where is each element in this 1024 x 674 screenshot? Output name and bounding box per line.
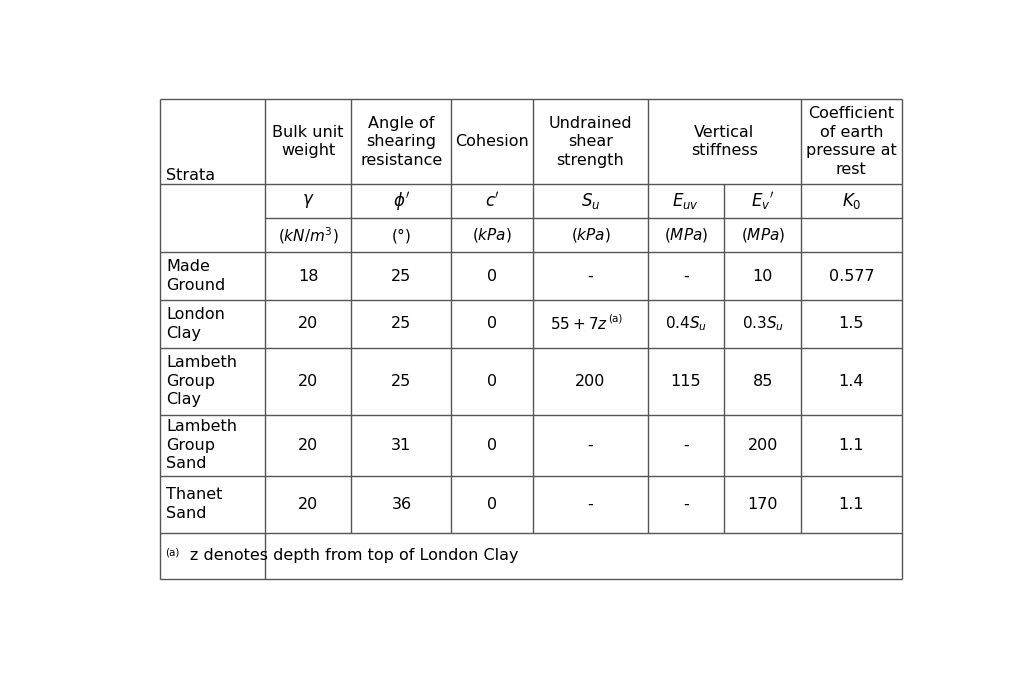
- Text: -: -: [683, 497, 689, 512]
- Text: 10: 10: [753, 268, 773, 284]
- Text: 31: 31: [391, 437, 412, 453]
- Text: 200: 200: [748, 437, 778, 453]
- Text: 0: 0: [487, 373, 498, 389]
- Text: -: -: [588, 437, 593, 453]
- Text: $E_{uv}$: $E_{uv}$: [673, 191, 699, 211]
- Text: 25: 25: [391, 316, 412, 331]
- Text: 0: 0: [487, 497, 498, 512]
- Text: $(MPa)$: $(MPa)$: [664, 226, 708, 244]
- Text: 25: 25: [391, 268, 412, 284]
- Text: Vertical
stiffness: Vertical stiffness: [691, 125, 758, 158]
- Text: Lambeth
Group
Clay: Lambeth Group Clay: [166, 355, 238, 407]
- Text: 0: 0: [487, 268, 498, 284]
- Text: Angle of
shearing
resistance: Angle of shearing resistance: [360, 115, 442, 168]
- Text: (a): (a): [165, 548, 179, 558]
- Text: 18: 18: [298, 268, 318, 284]
- Text: Cohesion: Cohesion: [456, 134, 529, 149]
- Text: 1.1: 1.1: [839, 497, 864, 512]
- Text: $(kPa)$: $(kPa)$: [472, 226, 512, 244]
- Text: 170: 170: [748, 497, 778, 512]
- Text: Coefficient
of earth
pressure at
rest: Coefficient of earth pressure at rest: [806, 106, 897, 177]
- Text: 20: 20: [298, 316, 318, 331]
- Text: Strata: Strata: [166, 168, 215, 183]
- Text: z denotes depth from top of London Clay: z denotes depth from top of London Clay: [189, 549, 518, 563]
- Text: 0.577: 0.577: [828, 268, 874, 284]
- Text: -: -: [588, 268, 593, 284]
- Text: $55+7z$: $55+7z$: [550, 315, 607, 332]
- Text: $0.3S_u$: $0.3S_u$: [741, 314, 783, 333]
- Text: 1.1: 1.1: [839, 437, 864, 453]
- Text: $(kPa)$: $(kPa)$: [570, 226, 610, 244]
- Text: $E_v{'}$: $E_v{'}$: [751, 190, 774, 212]
- Text: Thanet
Sand: Thanet Sand: [166, 487, 222, 521]
- Text: 20: 20: [298, 373, 318, 389]
- Text: 0: 0: [487, 437, 498, 453]
- Text: Undrained
shear
strength: Undrained shear strength: [549, 115, 632, 168]
- Text: Bulk unit
weight: Bulk unit weight: [272, 125, 344, 158]
- Text: Made
Ground: Made Ground: [166, 259, 225, 293]
- Text: London
Clay: London Clay: [166, 307, 225, 340]
- Text: 1.4: 1.4: [839, 373, 864, 389]
- Text: 115: 115: [671, 373, 701, 389]
- Text: 25: 25: [391, 373, 412, 389]
- Text: $\phi'$: $\phi'$: [393, 189, 411, 213]
- Text: $(kN/m^3)$: $(kN/m^3)$: [278, 225, 339, 245]
- Text: 20: 20: [298, 497, 318, 512]
- Text: $c'$: $c'$: [485, 191, 500, 211]
- Text: $(MPa)$: $(MPa)$: [740, 226, 784, 244]
- Text: 1.5: 1.5: [839, 316, 864, 331]
- Text: 0: 0: [487, 316, 498, 331]
- Text: -: -: [683, 268, 689, 284]
- Text: -: -: [588, 497, 593, 512]
- Text: (a): (a): [608, 313, 623, 324]
- Text: 36: 36: [391, 497, 412, 512]
- Text: $(°)$: $(°)$: [391, 226, 412, 245]
- Text: $0.4S_u$: $0.4S_u$: [665, 314, 707, 333]
- Text: 20: 20: [298, 437, 318, 453]
- Text: $K_0$: $K_0$: [842, 191, 861, 211]
- Text: -: -: [683, 437, 689, 453]
- Text: Lambeth
Group
Sand: Lambeth Group Sand: [166, 419, 238, 471]
- Text: 85: 85: [753, 373, 773, 389]
- Text: $\gamma$: $\gamma$: [302, 192, 314, 210]
- Text: 200: 200: [575, 373, 605, 389]
- Text: $S_u$: $S_u$: [581, 191, 600, 211]
